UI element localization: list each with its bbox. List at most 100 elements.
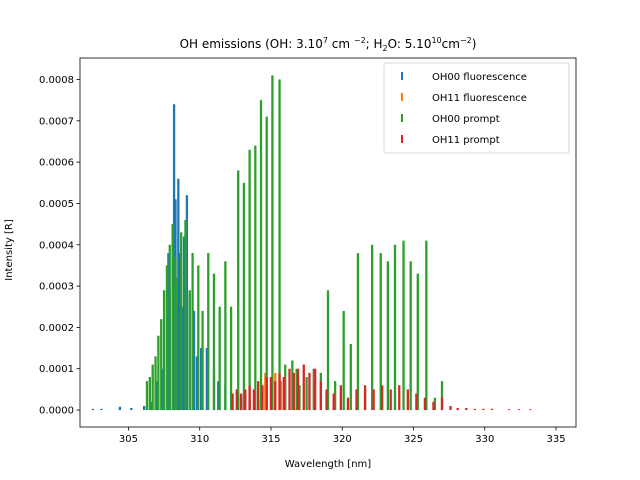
bar — [416, 273, 419, 411]
bar — [295, 368, 298, 411]
bar — [284, 364, 287, 411]
bar — [155, 381, 159, 411]
x-tick-label: 325 — [404, 434, 423, 445]
bar — [342, 310, 345, 411]
bar — [292, 372, 295, 411]
bar — [257, 381, 260, 411]
bar — [440, 397, 444, 411]
bar — [191, 253, 194, 411]
bar — [185, 195, 189, 411]
bar — [465, 407, 468, 411]
bar — [165, 265, 169, 411]
bar — [224, 261, 227, 411]
bar — [200, 348, 203, 411]
bar — [100, 408, 103, 411]
bar — [188, 290, 191, 411]
bar — [205, 348, 208, 411]
bar — [473, 408, 476, 411]
x-axis-label: Wavelength [nm] — [285, 459, 371, 470]
bar — [177, 178, 180, 411]
bar — [386, 261, 390, 411]
bar — [298, 385, 301, 411]
bar — [195, 356, 199, 411]
bar — [296, 368, 300, 411]
bar — [415, 393, 418, 411]
x-tick-label: 310 — [190, 434, 209, 445]
bar — [332, 393, 335, 411]
bar — [218, 306, 221, 411]
axes-layer: 305 310 315 320 325 330 335 0.0000 0.0001 0.0002 0… — [39, 57, 577, 445]
bar — [326, 290, 330, 411]
bar — [237, 170, 240, 411]
legend-item: OH11 fluorescence — [401, 93, 527, 104]
bar — [160, 319, 163, 411]
bar — [168, 244, 171, 411]
y-tick-label: 0.0004 — [39, 240, 74, 251]
bar — [118, 406, 122, 411]
bar — [161, 368, 164, 411]
x-tick-label: 335 — [546, 434, 565, 445]
bar — [248, 385, 251, 411]
y-tick-label: 0.0007 — [39, 116, 74, 127]
bar — [130, 407, 133, 411]
bar — [167, 253, 170, 411]
bar — [312, 368, 315, 411]
bar — [274, 381, 277, 411]
bar — [172, 104, 176, 411]
legend: OH00 fluorescence OH11 fluorescence OH00 p… — [383, 62, 570, 154]
bar — [231, 393, 234, 411]
bar — [355, 389, 358, 411]
y-axis-label: Intensity [R] — [4, 219, 15, 281]
legend-box — [383, 62, 570, 154]
series-4 — [231, 364, 532, 411]
bar — [192, 310, 196, 411]
bar — [278, 372, 281, 411]
bar — [180, 232, 183, 411]
y-tick-label: 0.0003 — [39, 282, 74, 293]
bar — [291, 360, 294, 411]
bar — [346, 397, 350, 411]
bar — [456, 407, 459, 411]
bar — [239, 393, 243, 411]
bar — [264, 372, 267, 411]
plot-frame — [79, 57, 577, 428]
bar — [325, 389, 328, 411]
bar — [217, 381, 220, 411]
bar — [248, 149, 251, 411]
legend-label: OH00 prompt — [432, 114, 500, 125]
bar — [440, 381, 444, 411]
bar — [174, 257, 177, 411]
bar — [235, 389, 238, 411]
bar — [372, 389, 375, 411]
x-tick-label: 305 — [119, 434, 138, 445]
bar — [269, 377, 273, 411]
x-tick-label: 320 — [333, 434, 352, 445]
bar — [142, 405, 146, 411]
bar — [381, 385, 384, 411]
bar — [288, 368, 291, 411]
bar — [278, 79, 281, 411]
bar — [244, 389, 247, 411]
y-tick-label: 0.0002 — [39, 323, 74, 334]
bar — [349, 343, 352, 411]
bar — [282, 377, 285, 411]
bars-layer — [91, 75, 532, 411]
x-tick-label: 315 — [261, 434, 280, 445]
bar — [490, 408, 494, 411]
bar — [393, 244, 397, 411]
legend-swatch — [401, 135, 403, 143]
bar — [150, 401, 153, 411]
legend-item: OH00 fluorescence — [401, 72, 527, 83]
bar — [339, 385, 342, 411]
y-tick-label: 0.0001 — [39, 364, 74, 375]
chart-title: OH emissions (OH: 3.107 cm −2; H2O: 5.10… — [180, 36, 477, 53]
bar — [423, 397, 427, 411]
bar — [162, 290, 166, 411]
legend-swatch — [401, 114, 403, 122]
bar — [432, 401, 435, 411]
legend-swatch — [401, 72, 403, 80]
bar — [151, 364, 154, 411]
bar — [363, 385, 367, 411]
bar — [379, 253, 382, 411]
